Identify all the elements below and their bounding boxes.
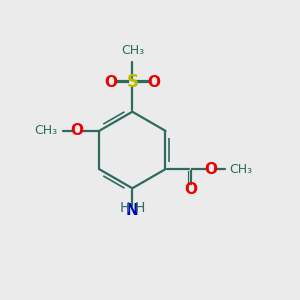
Text: O: O bbox=[184, 182, 197, 197]
Text: N: N bbox=[126, 203, 139, 218]
Text: H: H bbox=[120, 201, 130, 215]
Text: S: S bbox=[126, 73, 138, 91]
Text: CH₃: CH₃ bbox=[34, 124, 57, 137]
Text: O: O bbox=[70, 123, 84, 138]
Text: CH₃: CH₃ bbox=[229, 163, 252, 176]
Text: O: O bbox=[205, 162, 218, 177]
Text: O: O bbox=[104, 75, 117, 90]
Text: H: H bbox=[134, 201, 145, 215]
Text: CH₃: CH₃ bbox=[121, 44, 144, 57]
Text: O: O bbox=[147, 75, 160, 90]
